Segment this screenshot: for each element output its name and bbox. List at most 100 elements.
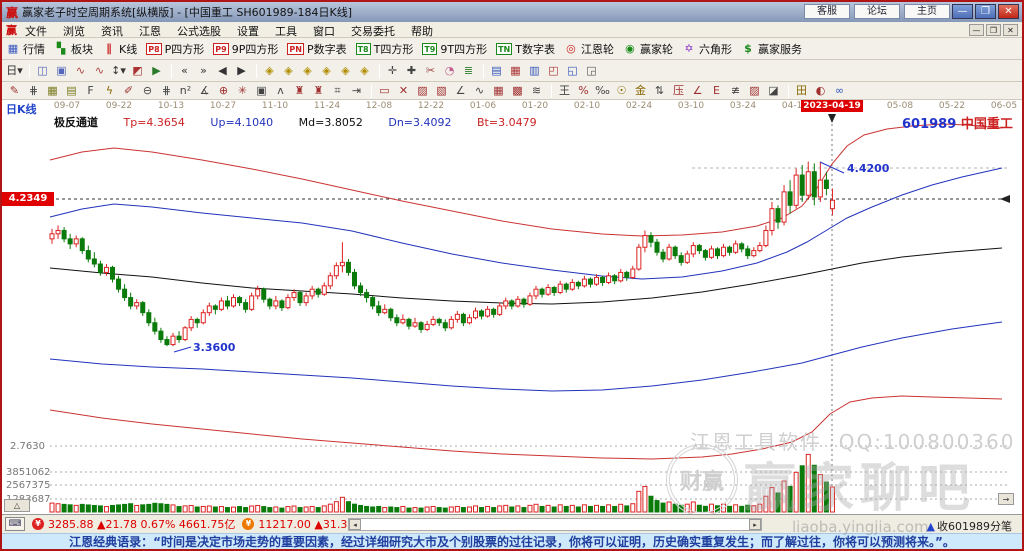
infinity-icon[interactable]: ∞	[834, 83, 845, 97]
sector-button[interactable]: ▚ 板块	[54, 41, 93, 57]
period-label[interactable]: 日K线	[6, 103, 37, 116]
homepage-button[interactable]: 主页	[904, 4, 950, 19]
crosshair-icon[interactable]: ✚	[406, 63, 417, 77]
half-box-icon[interactable]: ◪	[768, 83, 779, 97]
gold-circle-icon[interactable]: ☉	[616, 83, 627, 97]
kline-style-icon[interactable]: ◩	[132, 63, 143, 77]
fibonacci-icon[interactable]: F	[87, 83, 94, 97]
rays-icon[interactable]: ✕	[398, 83, 409, 97]
truck-icon[interactable]: ◲	[586, 63, 597, 77]
prev-bar-icon[interactable]: ◀	[218, 63, 227, 77]
menu-info[interactable]: 资讯	[101, 25, 123, 38]
three-lines-icon[interactable]: 王	[559, 83, 570, 97]
tower1-icon[interactable]: ▦	[47, 83, 58, 97]
hash-icon[interactable]: ⋕	[161, 83, 172, 97]
indicator-name[interactable]: 极反通道	[54, 116, 98, 129]
first-page-icon[interactable]: «	[181, 63, 188, 77]
elliott-icon[interactable]: E	[713, 83, 720, 97]
image-tool-icon[interactable]: ▣	[256, 83, 267, 97]
grid-lines-icon[interactable]: ⋕	[28, 83, 39, 97]
draw-line-icon[interactable]: ✐	[123, 83, 134, 97]
taiji-icon[interactable]: ◐	[815, 83, 826, 97]
gann-diamond5-icon[interactable]: ◈	[341, 63, 350, 77]
angle-line-icon[interactable]: ∠	[455, 83, 466, 97]
percent-icon[interactable]: %	[578, 83, 589, 97]
menu-window[interactable]: 窗口	[313, 25, 335, 38]
mini-chart2-icon[interactable]: ∿	[94, 63, 105, 77]
piggy-icon[interactable]: ◔	[444, 63, 455, 77]
zigzag-icon[interactable]: ϟ	[105, 83, 114, 97]
t-square-button[interactable]: T8 T四方形	[355, 41, 413, 57]
tick-data-status[interactable]: ▲ 收601989分笔	[926, 520, 1012, 533]
menu-trade[interactable]: 交易委托	[351, 25, 395, 38]
forum-button[interactable]: 论坛	[854, 4, 900, 19]
gann-grid-icon[interactable]: ▨	[417, 83, 428, 97]
shade-icon[interactable]: ▨	[749, 83, 760, 97]
updown-icon[interactable]: ⇅	[654, 83, 665, 97]
hexagon-button[interactable]: ✡ 六角形	[682, 41, 732, 57]
quotes-button[interactable]: ▦ 行情	[6, 41, 45, 57]
winner-wheel-button[interactable]: ◉ 赢家轮	[623, 41, 673, 57]
calendar-icon[interactable]: ▤	[491, 63, 502, 77]
hand-tool-icon[interactable]: ✛	[387, 63, 398, 77]
menu-gann[interactable]: 江恩	[139, 25, 161, 38]
next-bar-icon[interactable]: ▶	[237, 63, 246, 77]
gann-diamond3-icon[interactable]: ◈	[303, 63, 312, 77]
9t-square-button[interactable]: T9 9T四方形	[422, 41, 487, 57]
tower-red2-icon[interactable]: ♜	[313, 83, 324, 97]
slope-icon[interactable]: ∠	[692, 83, 703, 97]
gann-grid2-icon[interactable]: ▧	[436, 83, 447, 97]
minimize-button[interactable]: —	[952, 4, 973, 19]
period-day-selector[interactable]: 日▾	[6, 63, 23, 77]
t-number-button[interactable]: TN T数字表	[496, 41, 555, 57]
menu-formula-stockpick[interactable]: 公式选股	[177, 25, 221, 38]
chart-panel[interactable]: 09-07 09-22 10-13 10-27 11-10 11-24 12-08 12-22…	[2, 100, 1022, 514]
window-split-icon[interactable]: ◫	[37, 63, 48, 77]
scroll-left-arrow-icon[interactable]: ◂	[349, 519, 361, 530]
info-board-icon[interactable]: ▣	[56, 63, 67, 77]
ellipse-icon[interactable]: ⊖	[142, 83, 153, 97]
chart-scroll-right-button[interactable]: →	[998, 493, 1014, 505]
mini-chart-icon[interactable]: ∿	[75, 63, 86, 77]
gann-wheel-button[interactable]: ◎ 江恩轮	[564, 41, 614, 57]
tower-red1-icon[interactable]: ♜	[294, 83, 305, 97]
gann-diamond6-icon[interactable]: ◈	[360, 63, 369, 77]
scroll-right-arrow-icon[interactable]: ▸	[749, 519, 761, 530]
square-number-icon[interactable]: n²	[179, 83, 192, 97]
peak-icon[interactable]: ʌ	[277, 83, 284, 97]
title-bar[interactable]: 赢 赢家老子时空周期系统[纵横版] - [中国重工 SH601989-184日K…	[2, 2, 1022, 22]
gold-split-icon[interactable]: 金	[635, 83, 646, 97]
child-minimize-button[interactable]: —	[969, 24, 984, 36]
circle-cross-icon[interactable]: ⊕	[218, 83, 229, 97]
maximize-button[interactable]: ❐	[975, 4, 996, 19]
rect-tool-icon[interactable]: ▭	[379, 83, 390, 97]
shanghai-index-value[interactable]: 3285.88 ▲21.78 0.67% 4661.75亿	[48, 518, 236, 531]
wave-tool-icon[interactable]: ∿	[474, 83, 485, 97]
shanghai-index-icon[interactable]: ¥	[32, 518, 44, 530]
permille-icon[interactable]: ‰	[595, 83, 610, 97]
menu-help[interactable]: 帮助	[411, 25, 433, 38]
child-close-button[interactable]: ✕	[1003, 24, 1018, 36]
band-tool-icon[interactable]: ≇	[730, 83, 741, 97]
monitor-icon[interactable]: ◱	[567, 63, 578, 77]
abacus-icon[interactable]: ≣	[463, 63, 474, 77]
9p-square-button[interactable]: P9 9P四方形	[213, 41, 278, 57]
customer-service-button[interactable]: 客服	[804, 4, 850, 19]
calculator-icon[interactable]: ▦	[510, 63, 521, 77]
p-number-button[interactable]: PN P数字表	[287, 41, 347, 57]
keyboard-icon[interactable]: ⌨	[5, 517, 25, 531]
child-restore-button[interactable]: ❐	[986, 24, 1001, 36]
gann-diamond4-icon[interactable]: ◈	[322, 63, 331, 77]
tower2-icon[interactable]: ▤	[66, 83, 77, 97]
kline-button[interactable]: ∥ K线	[102, 41, 137, 57]
gann-diamond2-icon[interactable]: ◈	[284, 63, 293, 77]
menu-browse[interactable]: 浏览	[63, 25, 85, 38]
last-page-icon[interactable]: »	[200, 63, 207, 77]
waves-icon[interactable]: ≋	[531, 83, 542, 97]
winner-service-button[interactable]: $ 赢家服务	[741, 41, 802, 57]
notebook-icon[interactable]: ▥	[529, 63, 540, 77]
angle-icon[interactable]: ∡	[199, 83, 210, 97]
p-square-button[interactable]: P8 P四方形	[146, 41, 204, 57]
horizontal-scrollbar[interactable]: ◂ ▸	[348, 518, 762, 531]
grid3-icon[interactable]: ▦	[493, 83, 504, 97]
